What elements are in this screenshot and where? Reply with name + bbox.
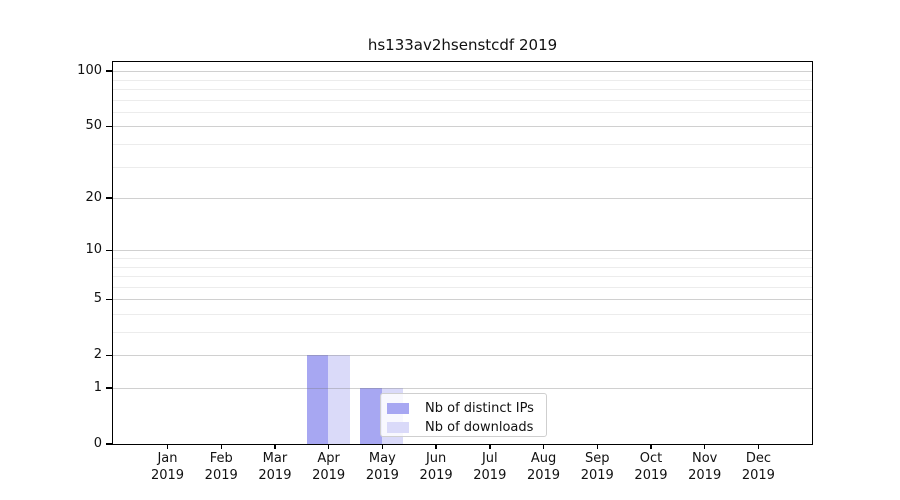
x-tick-mark [166,444,169,449]
legend-swatch-distinct-ips-icon [387,403,409,414]
y-tick-label: 20 [85,190,102,206]
y-tick-mark [106,125,112,128]
gridline-minor [113,89,812,91]
x-tick-label: Jul 2019 [473,451,507,483]
y-tick-mark [106,197,112,199]
plot-area: Nb of distinct IPs Nb of downloads [112,61,813,445]
legend-label-downloads: Nb of downloads [425,420,534,435]
gridline-major [113,250,812,252]
y-tick-label: 5 [93,291,102,307]
y-tick-label: 50 [85,118,102,134]
gridline-major [113,71,812,73]
x-tick-mark [757,444,760,449]
y-tick-mark [106,354,112,356]
x-tick-label: Aug 2019 [526,451,561,483]
bar-downloads-apr [328,355,350,444]
gridline-major [113,355,812,357]
y-tick-label: 0 [93,436,102,451]
legend-swatch-downloads-icon [387,422,409,433]
y-tick-mark [106,249,112,251]
gridline-major [113,299,812,301]
x-tick-label: Apr 2019 [312,451,346,483]
gridline-minor [113,286,812,288]
x-tick-mark [596,444,598,449]
gridline-minor [113,332,812,334]
y-tick-label: 1 [93,380,102,395]
gridline-minor [113,111,812,113]
gridline-minor [113,79,812,81]
y-tick-mark [106,387,112,389]
x-tick-mark [650,444,652,449]
x-tick-mark [489,444,491,449]
x-tick-mark [704,444,706,449]
x-tick-label: Nov 2019 [688,451,722,483]
x-tick-label: Jun 2019 [419,451,453,483]
x-tick-label: Dec 2019 [741,451,775,483]
gridline-minor [113,99,812,101]
legend-label-distinct-ips: Nb of distinct IPs [425,401,534,416]
legend-item-downloads: Nb of downloads [387,418,546,437]
bar-distinct-ips-may [360,388,382,444]
x-tick-mark [435,444,437,449]
x-tick-label: Jan 2019 [150,451,185,483]
x-tick-label: May 2019 [365,451,399,483]
y-tick-mark [106,70,112,72]
y-tick-mark [106,443,112,445]
y-tick-label: 10 [85,242,102,258]
gridline-major [113,388,812,389]
legend: Nb of distinct IPs Nb of downloads [380,393,547,437]
bar-distinct-ips-apr [306,355,329,444]
x-tick-mark [542,444,545,449]
x-tick-label: Oct 2019 [634,451,668,483]
x-tick-mark [381,444,384,449]
x-tick-label: Feb 2019 [204,451,238,483]
gridline-minor [113,276,812,278]
gridline-minor [113,258,812,259]
legend-item-distinct-ips: Nb of distinct IPs [387,399,546,418]
x-tick-mark [274,444,276,449]
gridline-major [113,198,812,200]
x-tick-label: Sep 2019 [580,451,614,483]
gridline-minor [113,313,812,315]
gridline-minor [113,166,812,168]
y-tick-label: 2 [93,347,102,363]
y-tick-mark [106,298,112,300]
x-tick-mark [327,444,330,449]
x-tick-label: Mar 2019 [258,451,292,483]
gridline-minor [113,266,812,268]
gridline-major [113,126,812,128]
y-tick-label: 100 [77,63,102,79]
x-tick-mark [220,444,222,449]
chart-title: hs133av2hsenstcdf 2019 [367,36,558,54]
gridline-minor [113,144,812,146]
